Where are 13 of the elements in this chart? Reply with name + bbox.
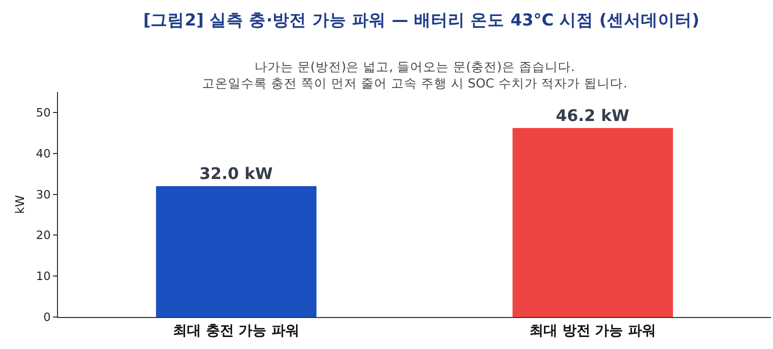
y-axis-title: kW xyxy=(13,194,27,214)
x-tick-label: 최대 방전 가능 파워 xyxy=(529,322,656,339)
chart-subtitle: 나가는 문(방전)은 넓고, 들어오는 문(충전)은 좁습니다. 고온일수록 충전 쪽이 먼저 줄어 고속 주행 시 SOC 수치가 적자가 됩니다. xyxy=(202,59,628,90)
chart-title: [그림2] 실측 충·방전 가능 파워 — 배터리 온도 43°C 시점 (센서데이터) xyxy=(143,10,700,30)
y-tick-label: 50 xyxy=(36,105,51,120)
y-tick-label: 10 xyxy=(36,269,51,284)
y-tick-label: 40 xyxy=(36,146,51,160)
data-label: 46.2 kW xyxy=(556,106,630,125)
y-tick-label: 0 xyxy=(43,310,51,324)
data-label: 32.0 kW xyxy=(199,164,274,184)
x-tick-label: 최대 충전 가능 파워 xyxy=(172,322,300,339)
y-tick-label: 30 xyxy=(36,187,51,202)
y-tick-label: 20 xyxy=(36,228,51,242)
